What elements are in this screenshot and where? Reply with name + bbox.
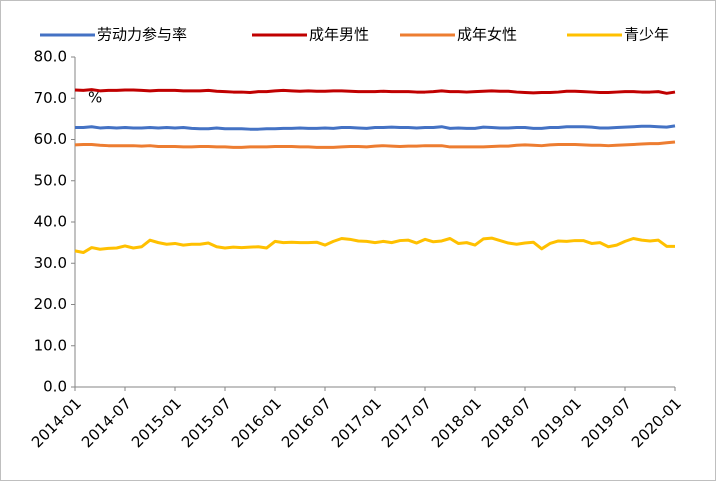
y-tick-label: 20.0 xyxy=(34,295,67,313)
y-tick-label: 80.0 xyxy=(34,48,67,66)
y-tick-label: 40.0 xyxy=(34,213,67,231)
y-tick-label: 0.0 xyxy=(43,378,67,396)
y-tick-label: 10.0 xyxy=(34,336,67,354)
series-line xyxy=(75,124,676,131)
y-tick-label: 60.0 xyxy=(34,130,67,148)
unit-annotation: % xyxy=(88,89,102,107)
y-tick-label: 70.0 xyxy=(34,89,67,107)
series-line xyxy=(74,88,676,95)
y-tick-label: 30.0 xyxy=(34,254,67,272)
series-line xyxy=(74,140,676,149)
legend-label: 青少年 xyxy=(624,26,669,44)
legend-label: 成年女性 xyxy=(457,26,517,44)
series-line xyxy=(74,236,675,255)
legend-label: 成年男性 xyxy=(309,26,369,44)
y-tick-label: 50.0 xyxy=(34,171,67,189)
legend-label: 劳动力参与率 xyxy=(97,26,187,44)
